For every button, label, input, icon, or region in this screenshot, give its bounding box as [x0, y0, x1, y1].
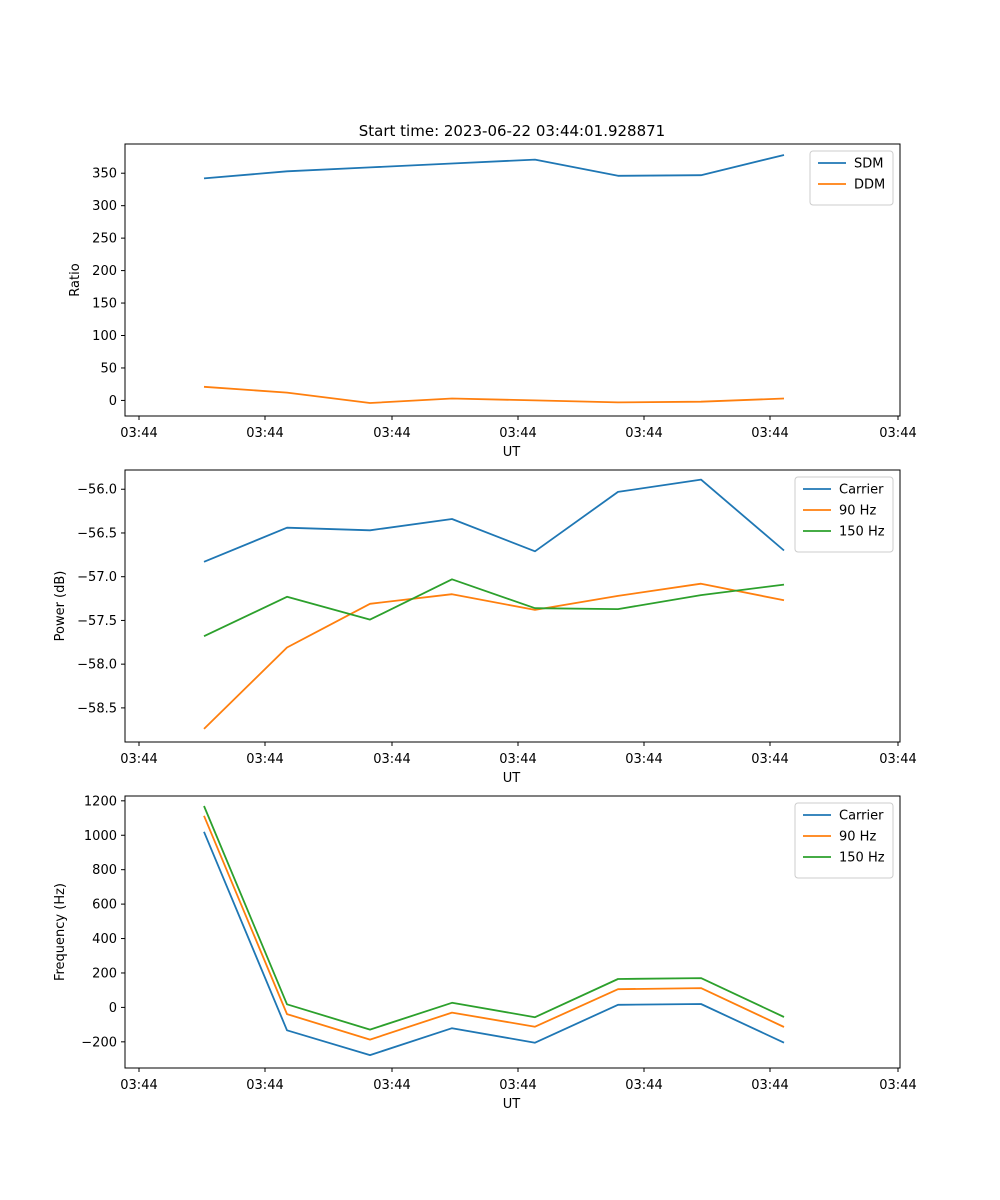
x-tick-label: 03:44	[373, 426, 410, 441]
legend: Carrier 90 Hz 150 Hz	[794, 802, 894, 879]
y-tick-label: 1000	[84, 829, 117, 844]
y-tick-label: 250	[92, 232, 117, 247]
x-tick-label: 03:44	[751, 426, 788, 441]
x-tick-label: 03:44	[120, 426, 157, 441]
axes-frame	[124, 469, 901, 743]
x-tick-label: 03:44	[625, 752, 662, 767]
series-line-90-hz	[203, 582, 785, 730]
axes-frame	[124, 795, 901, 1069]
legend-label: 150 Hz	[839, 525, 885, 540]
x-axis-label: UT	[503, 771, 521, 786]
y-tick-label: −200	[81, 1035, 117, 1050]
y-tick-label: 200	[92, 264, 117, 279]
x-tick-label: 03:44	[499, 426, 536, 441]
x-tick-label: 03:44	[879, 426, 916, 441]
x-tick-label: 03:44	[246, 1078, 283, 1093]
x-tick-label: 03:44	[246, 752, 283, 767]
y-tick-label: 800	[92, 863, 117, 878]
y-tick-label: 1200	[84, 794, 117, 809]
y-tick-label: −58.0	[77, 658, 117, 673]
series-line-carrier	[203, 478, 785, 563]
x-tick-label: 03:44	[625, 1078, 662, 1093]
legend-label: SDM	[854, 157, 883, 172]
x-tick-label: 03:44	[499, 1078, 536, 1093]
y-axis-label: Frequency (Hz)	[53, 883, 68, 981]
legend-box	[794, 476, 894, 553]
legend-label: 150 Hz	[839, 851, 885, 866]
plots-container: 0 50 100 150 200 250 300 350 03:44 03:44 03:44 03:4…	[53, 143, 917, 1112]
x-axis-label: UT	[503, 445, 521, 460]
x-tick-label: 03:44	[751, 1078, 788, 1093]
subplot-2: −58.5 −58.0 −57.5 −57.0 −56.5 −56.0 03:44 03:44…	[53, 469, 917, 786]
y-tick-label: 350	[92, 167, 117, 182]
y-tick-label: 200	[92, 966, 117, 981]
y-tick-label: 0	[109, 1001, 117, 1016]
x-tick-label: 03:44	[625, 426, 662, 441]
series-line-90-hz	[203, 815, 785, 1041]
y-tick-label: 0	[109, 394, 117, 409]
figure-title: Start time: 2023-06-22 03:44:01.928871	[359, 122, 665, 140]
series-line-150-hz	[203, 578, 785, 638]
x-tick-label: 03:44	[751, 752, 788, 767]
x-tick-label: 03:44	[246, 426, 283, 441]
x-tick-label: 03:44	[499, 752, 536, 767]
axes-frame	[124, 143, 901, 417]
y-tick-label: 150	[92, 297, 117, 312]
y-tick-label: −57.5	[77, 614, 117, 629]
legend-label: 90 Hz	[839, 504, 876, 519]
x-tick-label: 03:44	[120, 752, 157, 767]
legend-label: Carrier	[839, 483, 884, 498]
x-tick-label: 03:44	[373, 1078, 410, 1093]
series-line-carrier	[203, 831, 785, 1056]
subplot-1: 0 50 100 150 200 250 300 350 03:44 03:44 03:44 03:4…	[68, 143, 917, 460]
x-tick-label: 03:44	[879, 752, 916, 767]
series-line-ddm	[203, 385, 785, 404]
y-tick-label: −58.5	[77, 701, 117, 716]
y-axis-label: Power (dB)	[53, 571, 68, 642]
legend-label: 90 Hz	[839, 830, 876, 845]
y-axis-label: Ratio	[68, 263, 83, 296]
y-tick-label: 100	[92, 329, 117, 344]
x-tick-label: 03:44	[879, 1078, 916, 1093]
legend-box	[809, 150, 894, 206]
y-tick-label: 600	[92, 898, 117, 913]
x-tick-label: 03:44	[120, 1078, 157, 1093]
legend: SDM DDM	[809, 150, 894, 206]
legend-label: DDM	[854, 178, 885, 193]
series-line-150-hz	[203, 805, 785, 1031]
legend-label: Carrier	[839, 809, 884, 824]
series-line-sdm	[203, 154, 785, 180]
y-tick-label: −56.5	[77, 526, 117, 541]
y-tick-label: −56.0	[77, 483, 117, 498]
x-axis-label: UT	[503, 1097, 521, 1112]
y-tick-label: 300	[92, 199, 117, 214]
y-tick-label: 400	[92, 932, 117, 947]
legend: Carrier 90 Hz 150 Hz	[794, 476, 894, 553]
subplot-3: −200 0 200 400 600 800 1000 1200 03:44 03:44 03:44…	[53, 794, 917, 1112]
y-tick-label: 50	[100, 361, 117, 376]
x-tick-label: 03:44	[373, 752, 410, 767]
y-tick-label: −57.0	[77, 570, 117, 585]
legend-box	[794, 802, 894, 879]
